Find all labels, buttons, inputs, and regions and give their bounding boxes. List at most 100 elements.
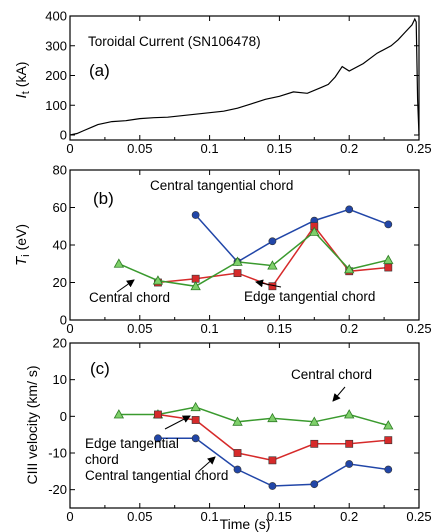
panel-label-a: (a) bbox=[89, 61, 110, 80]
series-line-c-0 bbox=[118, 406, 389, 427]
panel-c-ciii-velocity: 0 0.05 0.1 0.15 0.2 0.25 -20 -10 0 10 20 (c) Centr… bbox=[24, 336, 432, 532]
y-tick-label-a-4: 400 bbox=[45, 9, 67, 24]
data-point-c-1-2 bbox=[233, 449, 242, 457]
x-tick-label-b-4: 0.2 bbox=[340, 321, 358, 336]
x-tick-label-c-2: 0.1 bbox=[201, 509, 219, 524]
y-tick-label-b-0: 0 bbox=[60, 313, 67, 328]
series-a bbox=[69, 17, 420, 136]
series-line-b-0 bbox=[195, 208, 389, 263]
data-point-b-2-5 bbox=[309, 226, 320, 236]
ticks-b: 0 0.05 0.1 0.15 0.2 0.25 0 20 40 60 80 bbox=[53, 163, 432, 337]
annotation-central-tangential-chord-b: Central tangential chord bbox=[150, 178, 293, 193]
annotation-edge-tangential-c: Edge tangential bbox=[85, 436, 179, 451]
annotation-edge-tangential-chord-b: Edge tangential chord bbox=[244, 289, 375, 304]
data-point-b-2-0 bbox=[113, 258, 125, 268]
y-tick-label-c-1: -10 bbox=[48, 446, 67, 461]
x-tick-label-a-1: 0.05 bbox=[127, 141, 152, 156]
x-tick-label-c-5: 0.25 bbox=[406, 509, 431, 524]
y-tick-label-a-3: 300 bbox=[45, 38, 67, 53]
data-point-c-2-2 bbox=[233, 465, 242, 474]
x-tick-label-c-3: 0.15 bbox=[267, 509, 292, 524]
data-point-c-0-6 bbox=[344, 409, 355, 419]
series-line-b-2 bbox=[118, 230, 389, 288]
data-point-c-1-5 bbox=[345, 439, 354, 448]
x-tick-label-c-4: 0.2 bbox=[340, 509, 358, 524]
panel-label-c: (c) bbox=[90, 359, 110, 378]
data-point-c-1-1 bbox=[191, 416, 200, 424]
data-point-c-2-6 bbox=[384, 465, 393, 474]
annotation-toroidal-current: Toroidal Current (SN106478) bbox=[88, 34, 261, 49]
data-point-b-1-6 bbox=[384, 263, 393, 272]
panel-a-toroidal-current: 0 0.05 0.1 0.15 0.2 0.25 0 100 200 300 400 Toroida… bbox=[13, 9, 432, 157]
data-point-c-2-4 bbox=[310, 480, 319, 489]
annotation-central-chord-b: Central chord bbox=[89, 290, 170, 305]
x-tick-label-a-2: 0.1 bbox=[201, 141, 219, 156]
data-point-c-2-0 bbox=[154, 434, 162, 443]
y-tick-label-c-0: -20 bbox=[48, 482, 67, 497]
annotation-chord-c: chord bbox=[85, 452, 119, 467]
y-axis-label-b: Ti(eV) bbox=[13, 224, 32, 266]
y-tick-label-a-1: 100 bbox=[45, 98, 67, 113]
y-tick-label-b-4: 80 bbox=[53, 163, 67, 178]
data-point-b-0-2 bbox=[268, 237, 277, 246]
data-point-b-2-1 bbox=[152, 275, 164, 285]
y-tick-label-c-2: 0 bbox=[60, 409, 67, 424]
panel-b-ion-temperature: 0 0.05 0.1 0.15 0.2 0.25 0 20 40 60 80 (b) Central… bbox=[13, 163, 432, 337]
data-point-c-0-2 bbox=[190, 401, 201, 412]
data-point-b-0-0 bbox=[191, 211, 200, 219]
data-point-c-1-4 bbox=[310, 439, 319, 448]
y-tick-label-a-0: 0 bbox=[60, 128, 67, 143]
x-tick-label-a-3: 0.15 bbox=[267, 141, 292, 156]
data-point-c-0-0 bbox=[113, 409, 125, 419]
x-tick-label-b-2: 0.1 bbox=[201, 321, 219, 336]
x-tick-label-a-5: 0.25 bbox=[406, 141, 431, 156]
data-point-b-2-7 bbox=[383, 254, 394, 264]
arrow-edge-tangential-chord-b bbox=[255, 279, 282, 288]
arrow-central-tangential-c bbox=[197, 456, 216, 473]
x-axis-label: Time (s) bbox=[220, 516, 271, 532]
data-point-b-2-4 bbox=[267, 260, 278, 270]
x-tick-label-b-3: 0.15 bbox=[267, 321, 292, 336]
y-tick-label-c-4: 20 bbox=[53, 336, 67, 351]
series-line-a-0 bbox=[69, 17, 420, 136]
panel-label-b: (b) bbox=[93, 189, 114, 208]
annotation-central-chord-c: Central chord bbox=[291, 367, 372, 382]
x-tick-label-b-0: 0 bbox=[66, 321, 73, 336]
ticks-c: 0 0.05 0.1 0.15 0.2 0.25 -20 -10 0 10 20 bbox=[48, 336, 431, 525]
x-tick-label-a-0: 0 bbox=[66, 141, 73, 156]
y-tick-label-b-1: 20 bbox=[53, 275, 67, 290]
arrow-edge-tangential-c bbox=[164, 415, 191, 430]
y-axis-label-a: It(kA) bbox=[13, 62, 32, 99]
data-point-b-2-6 bbox=[344, 264, 355, 274]
x-tick-label-a-4: 0.2 bbox=[340, 141, 358, 156]
data-point-c-2-5 bbox=[345, 460, 354, 468]
y-tick-label-a-2: 200 bbox=[45, 68, 67, 83]
data-point-c-0-3 bbox=[232, 416, 243, 426]
y-axis-label-c: CIII velocity (km/ s) bbox=[24, 365, 40, 484]
y-tick-label-b-3: 60 bbox=[53, 200, 67, 215]
data-point-c-2-1 bbox=[191, 434, 200, 443]
data-point-c-0-7 bbox=[383, 420, 394, 430]
data-point-b-0-4 bbox=[345, 205, 354, 214]
annotation-central-tangential-chord-c: Central tangential chord bbox=[85, 468, 228, 483]
series-b bbox=[113, 205, 394, 291]
data-point-c-0-5 bbox=[309, 416, 320, 426]
data-point-b-2-2 bbox=[190, 280, 201, 291]
data-point-c-1-0 bbox=[154, 410, 162, 419]
ticks-a: 0 0.05 0.1 0.15 0.2 0.25 0 100 200 300 400 bbox=[45, 9, 431, 157]
data-point-b-2-3 bbox=[232, 256, 243, 266]
data-point-c-2-3 bbox=[268, 482, 277, 490]
data-point-c-0-4 bbox=[267, 412, 278, 423]
arrow-central-chord-b bbox=[116, 279, 135, 293]
data-point-b-1-2 bbox=[233, 269, 242, 278]
y-tick-label-b-2: 40 bbox=[53, 238, 67, 253]
arrow-central-chord-c bbox=[332, 386, 346, 402]
y-tick-label-c-3: 10 bbox=[53, 372, 67, 387]
series-c bbox=[113, 401, 394, 490]
data-point-c-1-6 bbox=[384, 436, 393, 445]
x-tick-label-b-5: 0.25 bbox=[406, 321, 431, 336]
x-tick-label-c-0: 0 bbox=[66, 509, 73, 524]
data-point-b-0-5 bbox=[384, 220, 393, 229]
x-tick-label-c-1: 0.05 bbox=[127, 509, 152, 524]
